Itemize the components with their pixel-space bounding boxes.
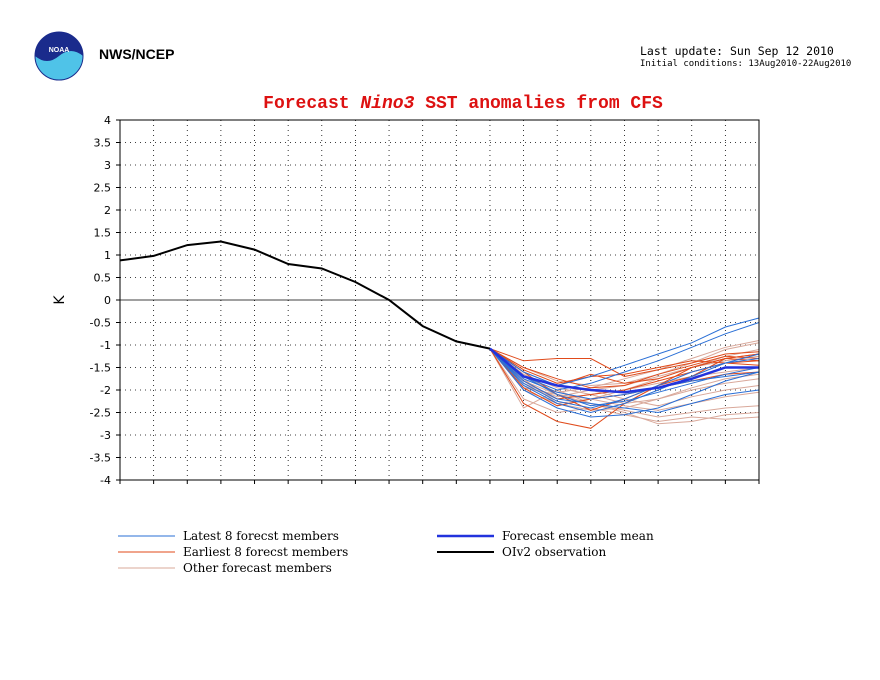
earliest-member-line: [489, 348, 760, 384]
y-tick-label: -1: [100, 339, 111, 352]
y-tick-label: -2: [100, 384, 111, 397]
latest-member-line: [489, 348, 760, 418]
initial-conditions: Initial conditions: 13Aug2010-22Aug2010: [640, 59, 852, 69]
latest-member-line: [489, 322, 760, 391]
y-tick-label: 1.5: [94, 227, 112, 240]
other-member-line: [489, 348, 760, 425]
last-update: Last update: Sun Sep 12 2010: [640, 44, 834, 58]
earliest-member-line: [489, 348, 760, 378]
legend-label-other: Other forecast members: [183, 561, 332, 575]
y-tick-label: 4: [104, 114, 111, 127]
title-part-2: Nino3: [360, 94, 414, 114]
legend: Latest 8 forecst members Earliest 8 forec…: [118, 529, 654, 575]
chart-title: Forecast Nino3 SST anomalies from CFS: [263, 94, 663, 114]
y-tick-label: -1.5: [90, 362, 111, 375]
y-tick-label: -0.5: [90, 317, 111, 330]
y-tick-label: -4: [100, 474, 111, 487]
legend-label-mean: Forecast ensemble mean: [502, 529, 654, 543]
legend-label-earliest: Earliest 8 forecst members: [183, 545, 348, 559]
y-axis-label: K: [52, 295, 68, 305]
legend-label-latest: Latest 8 forecst members: [183, 529, 339, 543]
y-tick-label: 0.5: [94, 272, 112, 285]
latest-members-series: [489, 317, 760, 418]
latest-member-line: [489, 348, 760, 409]
y-tick-label: 3.5: [94, 137, 112, 150]
ensemble-mean-line: [489, 347, 759, 394]
y-tick-label: 0: [104, 294, 111, 307]
latest-member-line: [489, 348, 760, 400]
observation-line: [119, 240, 491, 350]
y-tick-label: -3: [100, 429, 111, 442]
y-tick-label: 2.5: [94, 182, 112, 195]
legend-label-observation: OIv2 observation: [502, 545, 607, 559]
latest-member-line: [489, 348, 760, 407]
latest-member-line: [489, 348, 760, 414]
y-tick-label: -3.5: [90, 452, 111, 465]
ensemble-mean-series: [489, 347, 759, 394]
other-members-series: [489, 340, 760, 425]
latest-member-line: [489, 348, 760, 414]
other-member-line: [489, 348, 760, 411]
title-part-3: SST anomalies from CFS: [414, 94, 663, 114]
observation-series: [119, 240, 491, 350]
other-member-line: [489, 340, 760, 393]
earliest-member-line: [489, 348, 760, 389]
title-part-1: Forecast: [263, 94, 360, 114]
grid: [116, 119, 760, 484]
y-tick-label: 1: [104, 249, 111, 262]
plot-frame: [119, 119, 760, 481]
noaa-logo-text: NOAA: [49, 47, 70, 54]
latest-member-line: [489, 317, 760, 387]
org-name: NWS/NCEP: [99, 46, 175, 62]
noaa-logo: NOAA: [34, 31, 84, 81]
other-member-line: [489, 348, 760, 418]
y-tick-label: 3: [104, 159, 111, 172]
y-tick-labels: 4 3.5 3 2.5 2 1.5 1 0.5 0 -0.5 -1 -1.5 -2 -2.5 -3 -3.5 -…: [90, 114, 111, 487]
y-tick-label: 2: [104, 204, 111, 217]
y-tick-label: -2.5: [90, 407, 111, 420]
